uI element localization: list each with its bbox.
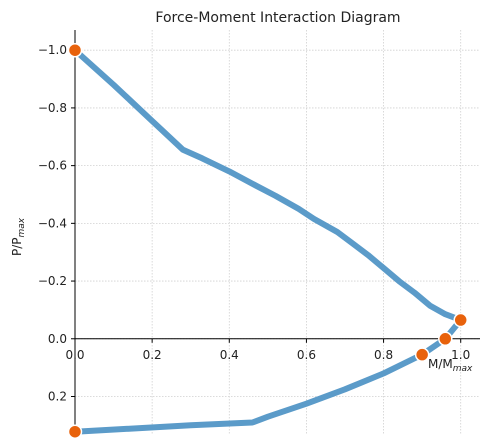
x-axis-label: M/Mmax xyxy=(428,357,473,374)
data-point-marker xyxy=(67,42,83,58)
x-tick-label: 0.8 xyxy=(374,348,393,362)
axis-ticks: 0.0 0.2 0.4 0.6 0.8 1.0 −1.0 −0.8 −0.6 −0.4 −0.2 0.… xyxy=(38,43,470,403)
chart-title: Force-Moment Interaction Diagram xyxy=(155,10,400,26)
data-point-marker xyxy=(453,312,468,328)
x-tick-label: 0.0 xyxy=(65,348,84,362)
series-group xyxy=(72,47,464,435)
y-tick-label: −1.0 xyxy=(38,43,67,57)
grid xyxy=(74,30,480,434)
y-axis-label: P/Pmax xyxy=(10,217,27,256)
interaction-curve-line xyxy=(72,47,464,435)
data-point-marker xyxy=(414,347,430,362)
y-tick-label: −0.2 xyxy=(38,274,67,288)
x-tick-label: 1.0 xyxy=(451,348,470,362)
axis-spines xyxy=(74,30,480,434)
y-tick-label: −0.8 xyxy=(38,101,67,115)
y-tick-label: 0.0 xyxy=(48,332,67,346)
marker-group xyxy=(67,42,468,439)
x-axis-label-main: M/M xyxy=(428,357,453,371)
y-tick-label: 0.2 xyxy=(48,389,67,403)
x-axis-label-sub: max xyxy=(453,364,473,374)
x-tick-label: 0.6 xyxy=(297,348,316,362)
x-tick-label: 0.2 xyxy=(143,348,162,362)
y-axis-label-sub: max xyxy=(17,217,27,237)
data-point-marker xyxy=(438,331,453,347)
y-axis-label-main: P/P xyxy=(10,237,24,256)
y-tick-label: −0.6 xyxy=(38,159,67,173)
x-tick-label: 0.4 xyxy=(220,348,239,362)
y-tick-label: −0.4 xyxy=(38,216,67,230)
data-point-marker xyxy=(67,424,83,439)
